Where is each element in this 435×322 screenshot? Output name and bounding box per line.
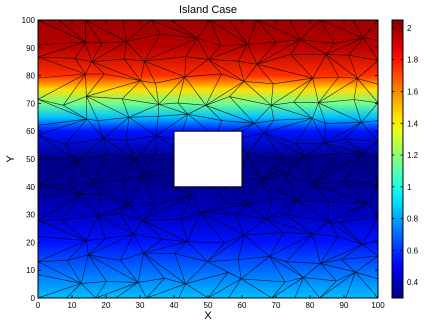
x-tick-label: 100 xyxy=(371,301,385,310)
y-axis-label: Y xyxy=(5,155,17,163)
x-tick-label: 0 xyxy=(36,301,41,310)
colorbar: 0.4 0.6 0.8 1 1.2 1.4 1.6 1.8 2 xyxy=(391,19,419,299)
colorbar-tick-label: 1.2 xyxy=(407,151,419,160)
colorbar-tick-label: 0.6 xyxy=(407,246,419,255)
triangle-mesh xyxy=(38,20,378,298)
x-tick-label: 20 xyxy=(102,301,111,310)
colorbar-tick-label: 2 xyxy=(407,24,412,33)
y-tick-label: 0 xyxy=(31,294,36,303)
y-tick-label: 80 xyxy=(26,72,35,81)
y-tick-label: 40 xyxy=(26,183,35,192)
x-tick-label: 80 xyxy=(306,301,315,310)
y-tick-label: 50 xyxy=(26,155,35,164)
colorbar-tick-label: 0.8 xyxy=(407,215,419,224)
colorbar-tick-label: 0.4 xyxy=(407,278,419,287)
mesh-edges xyxy=(38,20,378,298)
x-tick-label: 50 xyxy=(204,301,213,310)
y-tick-label: 30 xyxy=(26,211,35,220)
y-tick-label: 90 xyxy=(26,44,35,53)
colorbar-ticks: 0.4 0.6 0.8 1 1.2 1.4 1.6 1.8 2 xyxy=(392,24,419,287)
x-tick-label: 30 xyxy=(136,301,145,310)
x-tick-label: 10 xyxy=(68,301,77,310)
chart-title: Island Case xyxy=(179,4,237,16)
y-ticks: 0 10 20 30 40 50 60 70 80 90 100 xyxy=(22,16,378,303)
colorbar-bar xyxy=(391,19,404,299)
y-tick-label: 60 xyxy=(26,127,35,136)
plot-area: 0 10 20 30 40 50 60 70 80 90 100 0 10 20 30 40 50 60 70 80… xyxy=(22,16,386,310)
y-tick-label: 20 xyxy=(26,238,35,247)
x-tick-label: 40 xyxy=(170,301,179,310)
colorbar-tick-label: 1.8 xyxy=(407,56,419,65)
colorbar-tick-label: 1 xyxy=(407,183,412,192)
x-axis-label: X xyxy=(204,310,212,322)
x-tick-label: 90 xyxy=(340,301,349,310)
x-tick-label: 60 xyxy=(238,301,247,310)
island-hole xyxy=(173,130,243,188)
y-tick-label: 70 xyxy=(26,99,35,108)
y-tick-label: 10 xyxy=(26,266,35,275)
colorbar-tick-label: 1.6 xyxy=(407,87,419,96)
x-tick-label: 70 xyxy=(272,301,281,310)
x-ticks: 0 10 20 30 40 50 60 70 80 90 100 xyxy=(36,20,385,310)
colorbar-tick-label: 1.4 xyxy=(407,119,419,128)
y-tick-label: 100 xyxy=(22,16,36,25)
